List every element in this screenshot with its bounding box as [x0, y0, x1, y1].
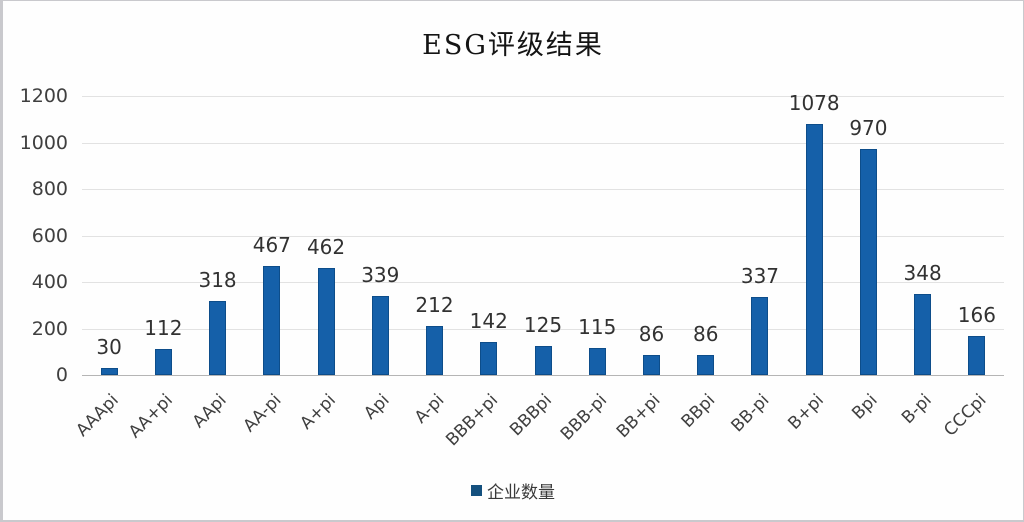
- legend-marker-icon: [471, 485, 482, 496]
- bar-value-label: 467: [252, 233, 291, 258]
- x-axis-label: BBB-pi: [556, 390, 611, 445]
- y-axis-tick-label: 400: [31, 271, 68, 293]
- y-axis-tick-label: 1000: [19, 131, 68, 154]
- bar-value-label: 125: [523, 312, 563, 337]
- x-axis-label: BB+pi: [613, 390, 665, 442]
- x-axis-label: A-pi: [410, 390, 448, 428]
- bar: [426, 325, 444, 375]
- bar: [805, 124, 823, 375]
- bar: [263, 266, 281, 375]
- y-axis-tick-label: 0: [55, 364, 68, 386]
- bar: [751, 296, 769, 375]
- bar-value-label: 86: [692, 322, 719, 346]
- bar: [968, 336, 986, 375]
- bar: [697, 355, 715, 375]
- gridline: [82, 282, 1004, 283]
- x-axis-label: AA+pi: [124, 390, 177, 443]
- x-axis-label: AApi: [189, 390, 232, 433]
- gridline: [82, 328, 1004, 330]
- gridline: [82, 235, 1004, 237]
- bar: [154, 348, 172, 375]
- x-axis-label: B-pi: [898, 390, 937, 428]
- plot-area: 0 200 400 600 800 1000 1200 30 AAApi 112 AA+pi 318 A…: [3, 1, 1023, 520]
- bar-value-label: 1078: [788, 91, 840, 116]
- x-axis-label: BBBpi: [506, 390, 557, 441]
- bar-value-label: 348: [903, 261, 942, 286]
- chart-title: ESG评级结果: [422, 30, 604, 61]
- bar: [914, 294, 932, 375]
- bar-value-label: 970: [849, 116, 888, 141]
- bar-value-label: 318: [198, 268, 237, 293]
- bar-value-label: 30: [96, 335, 122, 360]
- x-axis-label: BB-pi: [727, 390, 774, 437]
- bar-value-label: 337: [740, 263, 780, 288]
- bar: [588, 348, 606, 375]
- x-axis-label: AA-pi: [239, 390, 286, 437]
- gridline: [82, 142, 1004, 144]
- x-axis-label: CCCpi: [940, 390, 991, 441]
- bar: [859, 149, 877, 375]
- y-axis-tick-label: 1200: [19, 85, 68, 107]
- gridline: [82, 96, 1004, 97]
- bar: [317, 267, 335, 375]
- legend-label: 企业数量: [487, 483, 555, 503]
- bar-value-label: 212: [415, 292, 454, 317]
- x-axis-label: B+pi: [784, 390, 828, 434]
- x-axis-line: [82, 375, 1004, 376]
- bar-value-label: 339: [361, 263, 400, 288]
- bar: [534, 345, 552, 375]
- bar-value-label: 166: [957, 303, 996, 328]
- x-axis-label: A+pi: [296, 390, 340, 434]
- gridline: [82, 189, 1004, 190]
- bar: [642, 355, 660, 375]
- y-axis-tick-label: 600: [31, 224, 68, 247]
- legend: 企业数量: [3, 478, 1023, 503]
- bar-value-label: 462: [306, 234, 346, 259]
- y-axis-tick-label: 800: [31, 178, 68, 200]
- bar: [371, 296, 389, 375]
- x-axis-label: Api: [360, 390, 394, 424]
- x-axis-label: AAApi: [72, 390, 123, 441]
- bar: [209, 301, 227, 375]
- y-axis-tick-label: 200: [31, 317, 68, 340]
- bar-value-label: 86: [638, 322, 665, 346]
- x-axis-label: BBB+pi: [442, 390, 503, 451]
- bar: [480, 341, 498, 375]
- bar-value-label: 142: [469, 308, 508, 333]
- bar-value-label: 115: [578, 315, 617, 340]
- bar-value-label: 112: [144, 315, 183, 340]
- bar: [100, 368, 118, 375]
- x-axis-label: BBpi: [677, 390, 720, 432]
- x-axis-label: Bpi: [848, 390, 882, 424]
